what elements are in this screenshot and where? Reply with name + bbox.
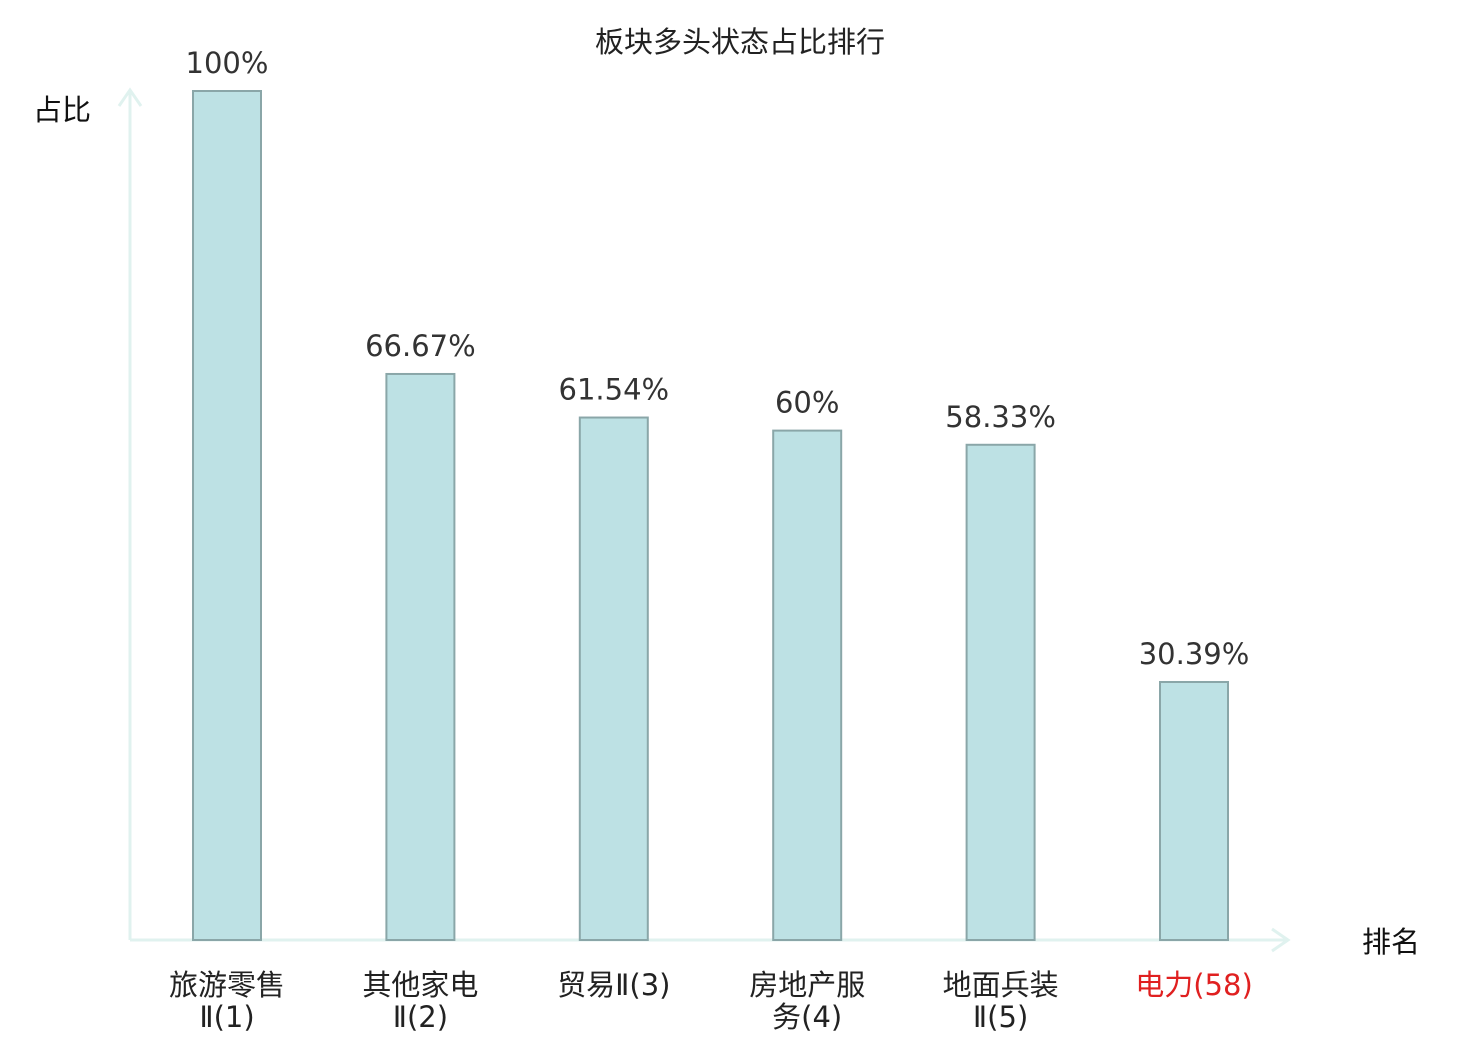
x-tick-label: 旅游零售 xyxy=(169,968,285,1002)
x-tick-label: 务(4) xyxy=(772,1000,842,1034)
value-label: 58.33% xyxy=(945,400,1056,434)
x-tick-label: 房地产服 xyxy=(749,968,865,1002)
x-axis xyxy=(130,927,1291,953)
value-labels-group: 100% 66.67% 61.54% 60% 58.33% 30.39% xyxy=(186,46,1250,671)
bars-group xyxy=(192,90,1229,942)
bar xyxy=(772,429,843,941)
value-label: 100% xyxy=(186,46,269,80)
x-axis-arrow-icon xyxy=(1271,927,1291,953)
x-tick-label: Ⅱ(2) xyxy=(393,1000,448,1034)
y-axis xyxy=(117,87,143,940)
x-axis-label: 排名 xyxy=(1362,925,1420,959)
x-tick-label: 地面兵装 xyxy=(943,968,1059,1002)
x-tick-label: Ⅱ(5) xyxy=(973,1000,1028,1034)
x-tick-label: 其他家电 xyxy=(362,968,478,1002)
x-tick-label: Ⅱ(1) xyxy=(199,1000,254,1034)
value-label: 30.39% xyxy=(1139,637,1250,671)
value-label: 61.54% xyxy=(559,373,670,407)
x-tick-label: 贸易Ⅱ(3) xyxy=(557,968,670,1002)
value-label: 60% xyxy=(775,386,839,420)
bar xyxy=(578,416,649,941)
y-axis-label: 占比 xyxy=(33,93,91,127)
bar xyxy=(385,372,456,942)
value-label: 66.67% xyxy=(365,329,476,363)
bar xyxy=(965,443,1036,941)
x-tick-label: 电力(58) xyxy=(1135,968,1253,1002)
y-axis-arrow-icon xyxy=(117,87,143,107)
chart-title: 板块多头状态占比排行 xyxy=(595,25,885,59)
bar xyxy=(1159,680,1229,941)
bar xyxy=(192,90,262,941)
